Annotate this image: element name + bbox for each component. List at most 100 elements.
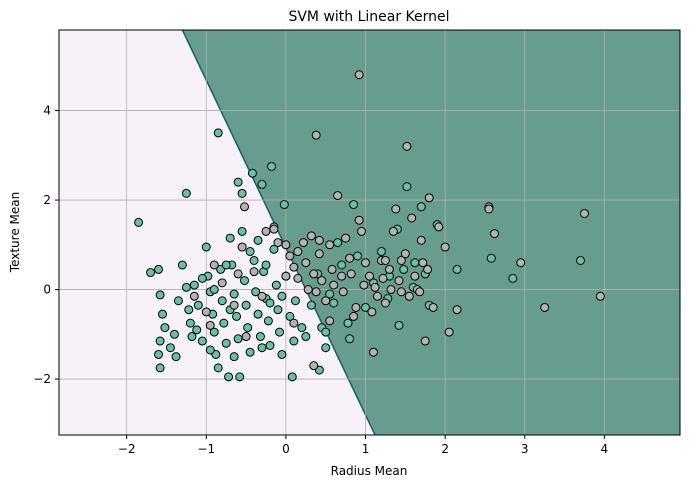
data-point-class-1 (595, 291, 605, 301)
data-point-class-0 (201, 242, 211, 252)
data-point-class-0 (158, 309, 167, 319)
data-point-class-1 (314, 249, 324, 259)
data-point-class-1 (396, 255, 406, 265)
data-point-class-1 (233, 269, 243, 279)
data-point-class-0 (251, 287, 261, 297)
data-point-class-1 (281, 271, 291, 281)
data-point-class-1 (428, 302, 438, 312)
data-point-class-1 (372, 291, 382, 301)
data-point-class-0 (224, 372, 234, 382)
data-point-class-1 (321, 296, 331, 306)
data-point-class-0 (285, 311, 295, 321)
data-point-class-0 (263, 316, 273, 326)
data-point-class-1 (380, 255, 390, 265)
data-point-class-0 (221, 260, 231, 270)
data-point-class-0 (321, 343, 331, 353)
data-point-class-1 (337, 271, 347, 281)
data-point-class-1 (303, 285, 313, 295)
data-point-class-1 (410, 271, 420, 281)
data-point-class-1 (440, 242, 450, 252)
data-point-class-1 (418, 258, 428, 268)
data-point-class-0 (325, 289, 335, 299)
data-point-class-0 (255, 332, 265, 342)
data-point-class-0 (237, 226, 247, 236)
data-point-class-1 (351, 302, 361, 312)
data-point-class-0 (277, 291, 287, 301)
data-point-class-1 (285, 251, 295, 261)
data-point-class-1 (516, 258, 526, 268)
data-point-class-1 (384, 264, 394, 274)
data-point-class-1 (367, 307, 377, 317)
data-point-class-1 (452, 305, 462, 315)
data-point-class-1 (407, 213, 417, 223)
data-point-class-1 (361, 258, 371, 268)
data-point-class-0 (349, 200, 359, 210)
data-point-class-0 (189, 280, 199, 290)
data-point-class-0 (329, 298, 339, 308)
data-point-class-1 (484, 204, 494, 214)
data-point-class-0 (243, 323, 253, 333)
data-point-class-0 (402, 182, 412, 192)
data-point-class-0 (410, 258, 420, 268)
data-point-class-0 (184, 305, 194, 315)
data-point-class-1 (354, 70, 364, 80)
x-tick-label: −2 (118, 442, 136, 456)
data-point-class-1 (217, 278, 227, 288)
data-point-class-1 (201, 307, 211, 317)
data-point-class-1 (325, 240, 335, 250)
data-point-class-0 (169, 329, 179, 339)
data-point-class-0 (253, 235, 263, 245)
data-point-class-1 (394, 276, 404, 286)
data-point-class-1 (365, 271, 374, 281)
data-point-class-1 (298, 238, 308, 248)
data-point-class-0 (177, 260, 187, 270)
chart-title: SVM with Linear Kernel (288, 9, 449, 25)
data-point-class-1 (434, 222, 444, 232)
data-point-class-0 (321, 327, 331, 337)
data-point-class-0 (235, 372, 245, 382)
data-point-class-1 (396, 287, 406, 297)
data-point-class-1 (402, 141, 412, 151)
data-point-class-0 (343, 318, 353, 328)
x-tick-label: 0 (282, 442, 290, 456)
data-point-class-0 (275, 327, 285, 337)
data-point-class-1 (346, 269, 356, 279)
data-point-class-0 (508, 273, 518, 283)
data-point-class-0 (187, 332, 197, 342)
data-point-class-1 (325, 316, 335, 326)
data-point-class-0 (229, 352, 239, 362)
y-axis-ticks: −2 0 2 4 (33, 104, 59, 386)
y-tick-label: 4 (43, 104, 51, 118)
data-point-class-0 (247, 168, 257, 178)
data-point-class-0 (279, 200, 289, 210)
data-point-class-1 (269, 224, 279, 234)
data-point-class-0 (233, 177, 243, 187)
data-point-class-0 (277, 349, 287, 359)
data-point-class-0 (233, 334, 243, 344)
data-point-class-1 (333, 191, 343, 201)
data-point-class-0 (267, 161, 277, 171)
x-tick-label: 1 (362, 442, 370, 456)
data-point-class-0 (205, 345, 215, 355)
data-point-class-1 (327, 264, 337, 274)
data-point-class-1 (380, 298, 390, 308)
data-point-class-0 (209, 327, 219, 337)
data-point-class-1 (386, 285, 396, 295)
data-point-class-1 (378, 273, 388, 283)
data-point-class-1 (540, 302, 550, 312)
scatter-points (134, 70, 605, 382)
data-point-class-0 (209, 285, 219, 295)
data-point-class-0 (289, 336, 299, 346)
data-point-class-1 (368, 347, 378, 357)
data-point-class-0 (265, 298, 275, 308)
data-point-class-1 (257, 291, 267, 301)
data-point-class-0 (575, 255, 585, 265)
data-point-class-0 (416, 202, 426, 212)
data-point-class-1 (309, 361, 319, 371)
data-point-class-1 (249, 267, 259, 277)
data-point-class-1 (317, 276, 327, 286)
data-point-class-0 (261, 260, 271, 270)
data-point-class-0 (345, 334, 355, 344)
data-point-class-1 (416, 235, 426, 245)
